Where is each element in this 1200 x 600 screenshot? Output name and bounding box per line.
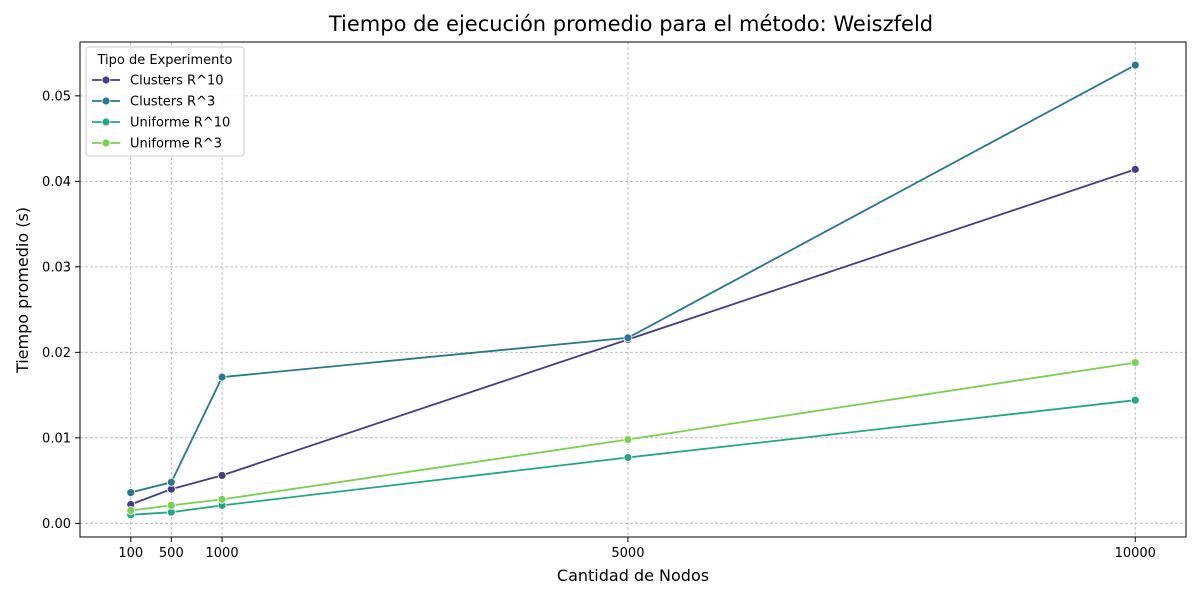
y-tick-label: 0.01 (42, 431, 71, 446)
legend-swatch-marker (101, 138, 111, 148)
y-tick-label: 0.04 (42, 175, 71, 190)
data-point (1130, 164, 1140, 174)
x-tick-label: 100 (118, 546, 143, 561)
data-point (623, 333, 633, 343)
series-line (130, 168, 1136, 506)
data-point (166, 500, 176, 510)
x-tick-label: 5000 (611, 546, 644, 561)
x-tick-label: 10000 (1115, 546, 1156, 561)
y-tick-label: 0.03 (42, 260, 71, 275)
legend-label: Clusters R^10 (130, 74, 224, 89)
legend-box (85, 46, 245, 157)
plot-frame (79, 41, 1187, 538)
data-point (623, 453, 633, 462)
legend-item: Clusters R^3 (92, 95, 215, 110)
data-point (217, 494, 227, 504)
data-point (126, 506, 136, 515)
legend: Tipo de Experimento Clusters R^10 Cluster… (85, 46, 245, 157)
data-point (217, 372, 227, 382)
x-tick-label: 500 (159, 546, 184, 561)
data-point (623, 435, 633, 444)
data-point (166, 477, 176, 487)
data-point (1130, 395, 1140, 405)
series-line (130, 361, 1136, 512)
y-tick-label: 0.05 (42, 89, 71, 104)
legend-label: Uniforme R^10 (130, 116, 230, 131)
series-line (130, 64, 1136, 494)
data-point (126, 488, 136, 497)
data-point (1130, 358, 1140, 367)
legend-item: Uniforme R^10 (92, 116, 230, 131)
data-point (1130, 60, 1140, 70)
series-layer (126, 60, 1140, 520)
y-tick-label: 0.02 (42, 346, 71, 361)
axis-ticks: 100 500 1000 5000 10000 0.00 0.01 0.02 0.03 0.04 0… (42, 89, 1156, 561)
x-axis-label: Cantidad de Nodos (557, 566, 709, 585)
grid-lines (80, 42, 1186, 537)
legend-label: Clusters R^3 (130, 95, 215, 110)
x-tick-label: 1000 (206, 546, 239, 561)
series-2 (126, 395, 1140, 520)
legend-title: Tipo de Experimento (97, 53, 233, 68)
y-axis-label: Tiempo promedio (s) (13, 207, 32, 374)
y-tick-label: 0.00 (42, 517, 71, 532)
legend-swatch-marker (101, 96, 111, 106)
legend-swatch-marker (101, 117, 111, 127)
legend-label: Uniforme R^3 (130, 137, 222, 152)
legend-item: Clusters R^10 (92, 74, 224, 89)
series-1 (126, 60, 1140, 497)
legend-item: Uniforme R^3 (92, 137, 222, 152)
series-3 (126, 358, 1140, 515)
chart-title: Tiempo de ejecución promedio para el mét… (328, 12, 933, 36)
legend-swatch-marker (101, 75, 111, 85)
series-line (130, 399, 1136, 516)
data-point (217, 471, 227, 480)
